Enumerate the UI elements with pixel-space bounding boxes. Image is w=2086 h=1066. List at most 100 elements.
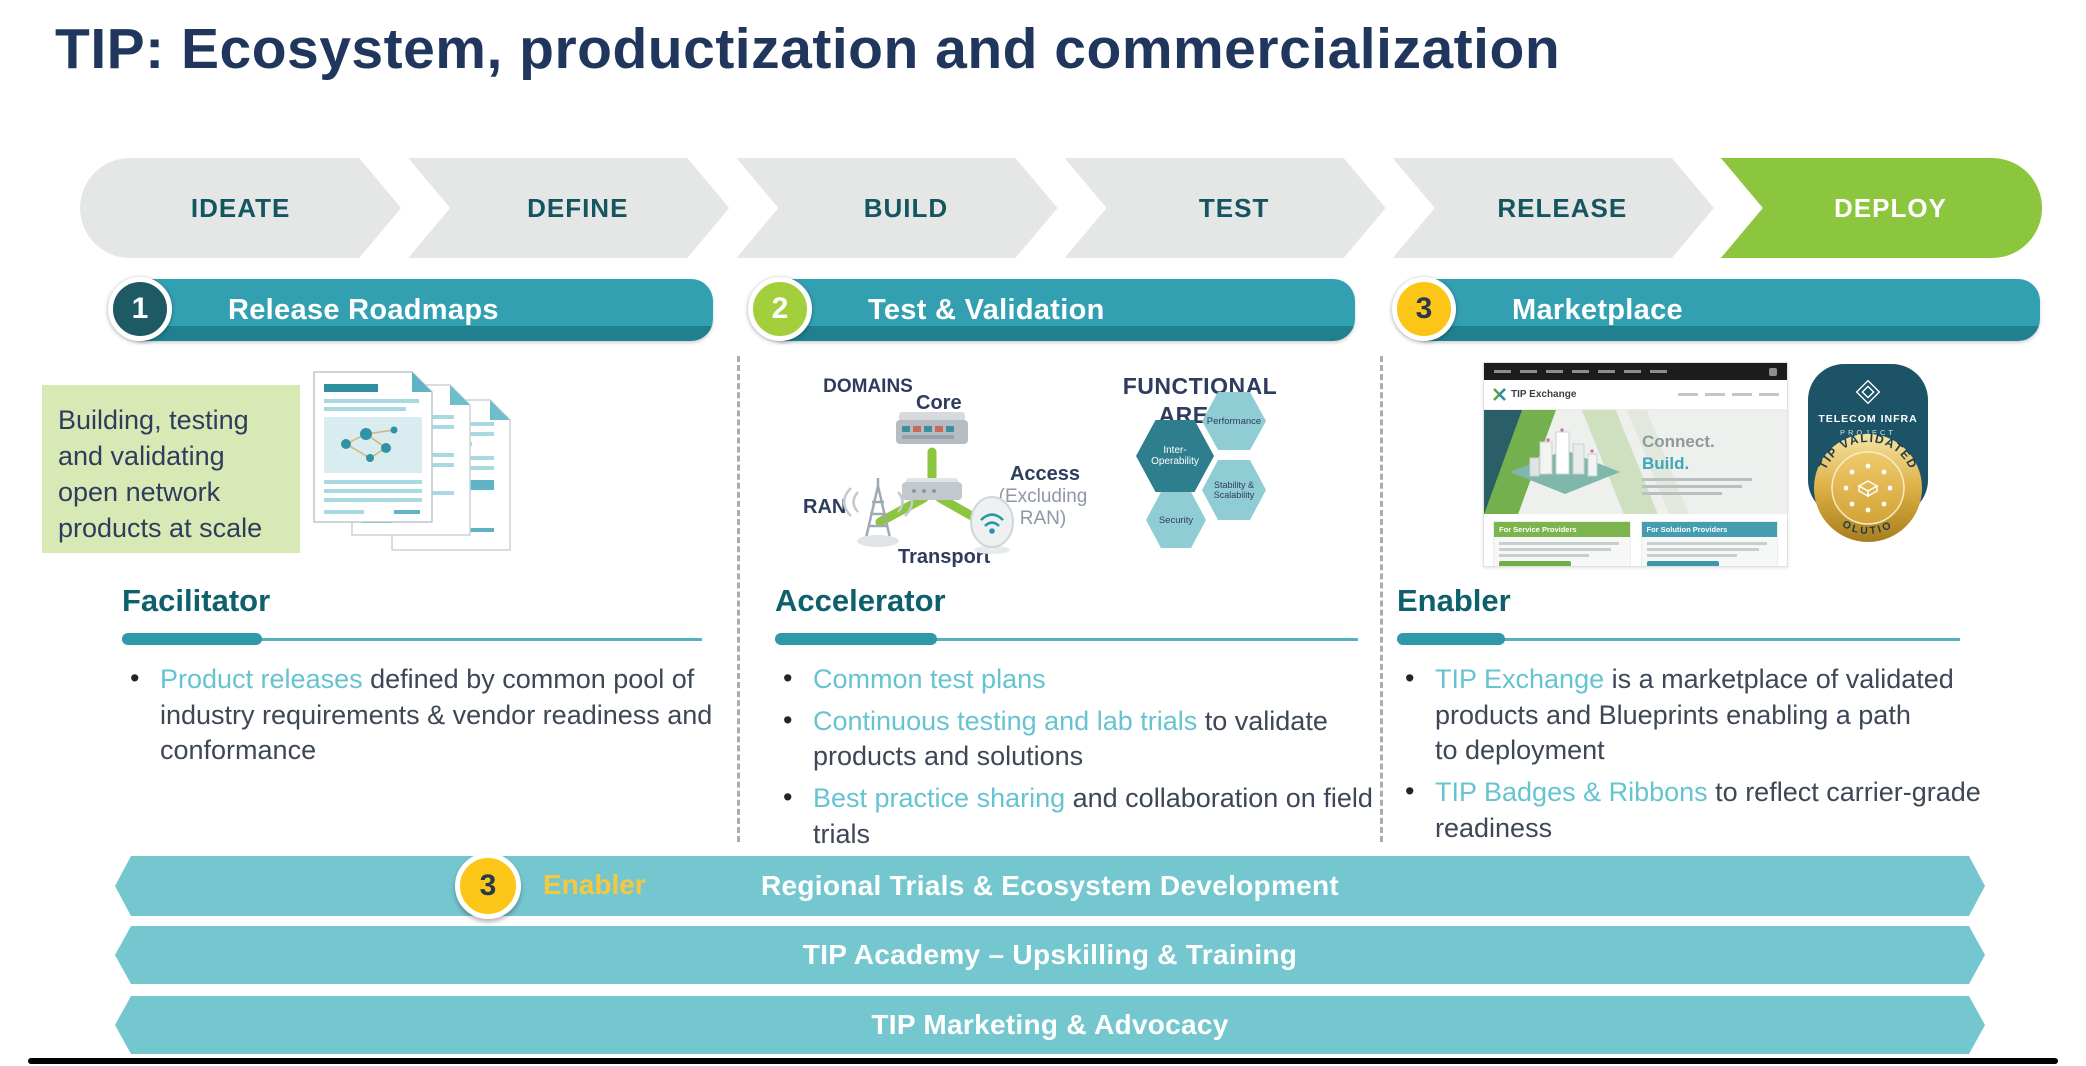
bullet-dot: • (130, 663, 140, 693)
band-enabler-tag: Enabler (543, 869, 646, 900)
bullet-item: • Best practice sharing and collaboration… (775, 781, 1381, 852)
card-header: For Service Providers (1494, 522, 1630, 537)
column-1-number-badge: 1 (108, 277, 172, 341)
bullet-highlight: TIP Badges & Ribbons (1435, 776, 1708, 807)
tip-validated-solution-badge: TELECOM INFRA PROJECT TIP VALIDATED SOLU… (1798, 360, 1928, 542)
bullet-text: defined by common pool of industry requi… (160, 664, 713, 766)
site-brand: TIP Exchange (1511, 389, 1577, 400)
progress-fill (775, 633, 937, 645)
bullet-highlight: Common test plans (813, 664, 1046, 694)
isometric-city-illustration (1510, 428, 1620, 494)
bullet-highlight: TIP Exchange (1435, 664, 1605, 694)
column-1-role: Facilitator (122, 583, 271, 618)
bullet-item: • Product releases defined by common pool… (122, 662, 718, 769)
bullet-dot: • (783, 704, 793, 735)
column-2-header: Test & Validation (772, 279, 1355, 341)
bullet-item: • Common test plans (775, 662, 1381, 698)
card-body (1494, 537, 1630, 566)
stage-ideate: IDEATE (80, 158, 401, 258)
stage-label: RELEASE (1497, 192, 1628, 223)
site-brandbar: TIP Exchange (1484, 380, 1787, 410)
bullet-highlight: Best practice sharing (813, 782, 1066, 813)
slide-bottom-edge (28, 1058, 2058, 1064)
core-label: Core (916, 392, 962, 414)
band-regional-trials: Regional Trials & Ecosystem Development (115, 856, 1985, 916)
site-navbar (1484, 363, 1787, 380)
column-3-header: Marketplace (1416, 279, 2040, 341)
site-menu-placeholder (1678, 393, 1779, 396)
band-tip-marketing: TIP Marketing & Advocacy (115, 996, 1985, 1054)
transport-router-icon (902, 478, 962, 500)
stage-test: TEST (1065, 158, 1386, 258)
bullet-text: is a marketplace of validated products a… (1435, 664, 1954, 766)
band-label: TIP Academy – Upskilling & Training (802, 939, 1298, 970)
band-number-badge: 3 (455, 853, 521, 919)
site-hero: Connect. Build. (1484, 410, 1787, 514)
access-sublabel: (Excluding RAN) (998, 486, 1088, 529)
hex-security: Security (1146, 492, 1206, 548)
column-1-header: Release Roadmaps (132, 279, 713, 341)
stage-label: IDEATE (190, 192, 291, 223)
hex-interoperability: Inter-Operability (1136, 420, 1214, 492)
stage-release: RELEASE (1393, 158, 1714, 258)
bullet-text: and collaboration on field trials (813, 782, 1373, 849)
band-label: TIP Marketing & Advocacy (871, 1009, 1229, 1040)
tip-exchange-website-thumbnail: TIP Exchange Connect. Build. (1483, 362, 1788, 567)
progress-track (122, 638, 702, 641)
stage-build: BUILD (736, 158, 1057, 258)
column-2-bullets: • Common test plans • Continuous testing a… (775, 662, 1381, 858)
column-3-number-badge: 3 (1392, 277, 1456, 341)
progress-track (775, 638, 1358, 641)
badge-org-line1: TELECOM INFRA (1818, 413, 1917, 425)
stage-label: BUILD (863, 192, 949, 223)
column-1-callout: Building, testing and validating open ne… (42, 385, 300, 553)
column-3-role-underline (1397, 632, 1960, 646)
column-divider (737, 356, 740, 842)
progress-track (1397, 638, 1960, 641)
hero-headline-1: Connect. (1642, 432, 1715, 451)
bullet-highlight: Product releases (160, 664, 363, 694)
bullet-dot: • (1405, 775, 1415, 806)
badge-org-line2: PROJECT (1840, 428, 1896, 437)
bullet-text: to validate products and solutions (813, 705, 1328, 772)
hero-headline-2: Build. (1642, 454, 1690, 473)
progress-fill (1397, 633, 1505, 645)
ran-label: RAN (803, 496, 847, 518)
tip-exchange-logo-icon (1493, 388, 1506, 401)
bullet-item: • Continuous testing and lab trials to va… (775, 704, 1381, 775)
network-domains-diagram (842, 412, 1014, 554)
functional-areas-label: FUNCTIONAL AREAS (1122, 373, 1278, 428)
pipeline: IDEATE DEFINE BUILD TEST RELEASE DEPLOY (80, 158, 2043, 258)
card-button (1646, 561, 1719, 566)
column-2-role: Accelerator (775, 583, 946, 618)
bullet-dot: • (783, 781, 793, 812)
column-2-role-underline (775, 632, 1358, 646)
stage-label: TEST (1198, 192, 1270, 223)
stage-label: DEPLOY (1833, 192, 1947, 223)
bullet-text: to reflect carrier-grade readiness (1435, 776, 1981, 843)
bullet-item: • TIP Badges & Ribbons to reflect carrier… (1397, 775, 2023, 846)
cart-icon (1769, 367, 1777, 376)
site-cards: For Service Providers For Solution Provi… (1484, 514, 1787, 566)
transport-label: Transport (898, 546, 991, 568)
domains-label: DOMAINS (823, 376, 913, 397)
column-divider (1380, 356, 1383, 842)
bullet-item: • TIP Exchange is a marketplace of valida… (1397, 662, 2023, 769)
band-tip-academy: TIP Academy – Upskilling & Training (115, 926, 1985, 984)
core-server-icon (896, 412, 968, 444)
band-label: Regional Trials & Ecosystem Development (760, 870, 1340, 901)
stage-deploy: DEPLOY (1720, 158, 2043, 258)
bullet-dot: • (1405, 663, 1415, 693)
badge-network-icon (1843, 463, 1893, 513)
stage-define: DEFINE (408, 158, 729, 258)
hex-stability-scalability: Stability & Scalability (1202, 460, 1266, 520)
column-2-number-badge: 2 (748, 277, 812, 341)
bullet-dot: • (783, 663, 793, 693)
progress-fill (122, 633, 262, 645)
card-header: For Solution Providers (1641, 522, 1777, 537)
access-label: Access (1009, 463, 1081, 485)
page-title: TIP: Ecosystem, productization and comme… (55, 17, 1561, 81)
column-3-bullets: • TIP Exchange is a marketplace of valida… (1397, 662, 2023, 852)
card-body (1642, 537, 1778, 566)
